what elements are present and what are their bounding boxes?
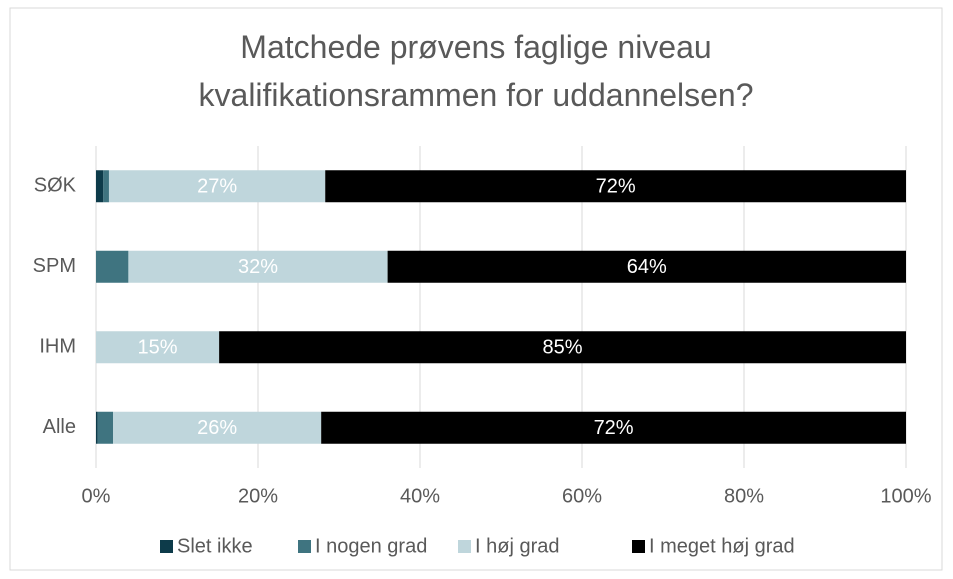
bar-segment [97, 411, 114, 444]
x-tick-label: 0% [82, 485, 111, 507]
bar-segment [96, 331, 220, 364]
data-label: 15% [138, 337, 178, 359]
data-label: 32% [238, 256, 278, 278]
data-label: 64% [627, 256, 667, 278]
y-tick-label: IHM [39, 336, 76, 358]
data-label: 85% [543, 337, 583, 359]
data-label: 72% [596, 176, 636, 198]
bar-segment [128, 250, 388, 283]
x-tick-label: 40% [400, 485, 440, 507]
bar-segment [96, 170, 104, 203]
x-tick-label: 80% [724, 485, 764, 507]
bar-segment [325, 170, 907, 203]
data-label: 27% [197, 176, 237, 198]
y-tick-label: Alle [43, 416, 76, 438]
y-tick-label: SPM [33, 255, 76, 277]
x-tick-label: 60% [562, 485, 602, 507]
legend-label: I nogen grad [315, 535, 427, 557]
x-tick-label: 20% [238, 485, 278, 507]
title-line: kvalifikationsrammen for uddannelsen? [199, 77, 754, 113]
data-label: 26% [197, 417, 237, 439]
legend-swatch [458, 540, 471, 553]
legend-label: Slet ikke [177, 535, 253, 557]
legend-swatch [632, 540, 645, 553]
bar-segment [108, 170, 326, 203]
title-line: Matchede prøvens faglige niveau [240, 29, 711, 65]
chart-title: Matchede prøvens faglige niveau kvalifika… [199, 29, 754, 113]
legend-label: I høj grad [475, 535, 559, 557]
data-label: 72% [594, 417, 634, 439]
legend-swatch [160, 540, 173, 553]
legend-swatch [298, 540, 311, 553]
bar-segment [96, 250, 129, 283]
x-tick-label: 100% [880, 485, 931, 507]
bar-segment [96, 411, 98, 444]
legend-label: I meget høj grad [649, 535, 795, 557]
bar-segment [219, 331, 906, 364]
bar-segment [321, 411, 906, 444]
bar-segment [113, 411, 322, 444]
chart-frame [9, 7, 943, 571]
y-tick-label: SØK [34, 175, 77, 197]
bar-segment [103, 170, 109, 203]
bar-segment [387, 250, 907, 283]
